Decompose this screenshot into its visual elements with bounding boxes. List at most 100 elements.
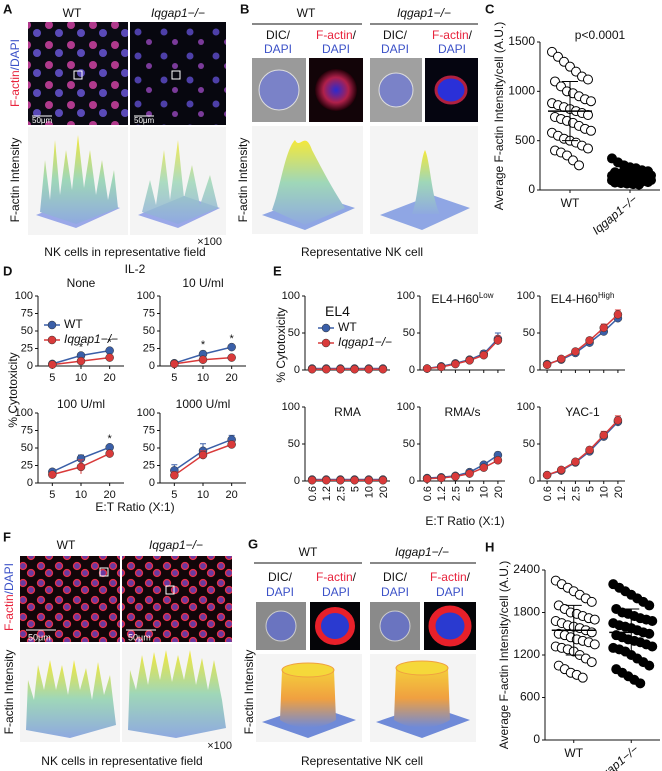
point: [479, 350, 488, 360]
point: [647, 641, 658, 652]
x-tick-label: WT: [564, 746, 583, 760]
surface: [394, 662, 450, 728]
x-tick-label: 20: [613, 486, 625, 498]
y-tick-label: 0: [529, 475, 535, 487]
point: [227, 440, 236, 449]
point: [599, 323, 608, 333]
sd-bar: [623, 608, 640, 657]
point: [599, 430, 608, 440]
panel-label: A: [3, 1, 13, 16]
surface-rim: [395, 660, 449, 676]
x-tick-label: 1.2: [321, 486, 333, 501]
point: [542, 360, 552, 370]
y-tick-label: 50: [143, 325, 155, 337]
stain: DIC/: [383, 570, 408, 584]
x-tick-label: 5: [584, 486, 596, 492]
point: [378, 476, 388, 485]
stain: DAPI: [322, 42, 350, 56]
x-tick-label: 20: [226, 372, 238, 384]
panel-label: C: [485, 1, 495, 16]
x-tick-label: WT: [561, 196, 580, 210]
title: YAC-1: [565, 405, 600, 419]
legend-marker: [47, 335, 57, 345]
x-tick-label: 20: [378, 486, 390, 498]
y-tick-label: 75: [143, 424, 155, 436]
stain: DIC/: [266, 28, 291, 42]
caption: NK cells in representative field: [41, 754, 202, 768]
y-tick-label: 25: [143, 459, 155, 471]
point: [644, 600, 655, 611]
cell: [434, 75, 468, 105]
x-tick-label: 10: [197, 372, 209, 384]
y-tick-label: 1800: [513, 605, 540, 619]
legend-label: Iqgap1−/−: [338, 335, 392, 349]
y-tick-label: 75: [143, 307, 155, 319]
surface: [142, 140, 218, 224]
y-tick-label: 50: [21, 442, 33, 454]
title: 1000 U/ml: [176, 397, 231, 411]
point: [613, 310, 623, 319]
stain-label: F-actin/: [316, 28, 357, 42]
point: [350, 476, 359, 485]
stain-label: F-actin/DAPI: [2, 563, 16, 631]
point: [586, 96, 596, 107]
scale-label: 50μm: [28, 632, 51, 642]
x-tick-label: 5: [464, 486, 476, 492]
point: [574, 160, 584, 171]
point: [437, 362, 446, 372]
x-tick-label: 0.6: [542, 486, 554, 501]
y-tick-label: 600: [520, 690, 540, 704]
header: Iqgap1−/−: [395, 545, 449, 559]
axis-label: F-actin Intensity: [8, 138, 22, 223]
point: [586, 627, 597, 638]
stain: F-actin: [8, 70, 22, 107]
caption: Representative NK cell: [301, 245, 423, 259]
point: [364, 476, 373, 485]
legend-label: Iqgap1−/−: [64, 332, 118, 346]
y-tick-label: 50: [403, 438, 415, 450]
x-tick-label: 5: [49, 489, 55, 501]
x-tick-label: 5: [349, 486, 361, 492]
x-tick-label: 10: [75, 489, 87, 501]
surface: [280, 664, 336, 728]
legend-marker: [321, 323, 331, 333]
stain: DAPI: [8, 39, 22, 67]
x-tick-label: 20: [104, 372, 116, 384]
y-axis-label: Average F-actin Intensity/cell (A.U.): [497, 561, 511, 750]
title: 100 U/ml: [57, 397, 105, 411]
y-tick-label: 75: [21, 424, 33, 436]
x-tick-label: 20: [104, 489, 116, 501]
scale-label: 50μm: [134, 116, 155, 125]
stain: DAPI: [322, 585, 350, 599]
title: 10 U/ml: [182, 276, 223, 290]
point: [451, 359, 460, 369]
point: [48, 470, 57, 479]
stain: F-actin: [432, 28, 469, 42]
point: [48, 360, 57, 369]
x-tick-label: 10: [364, 486, 376, 498]
chart-title: IL-2: [125, 262, 146, 276]
title: RMA: [334, 405, 361, 419]
surface-rim: [281, 662, 335, 678]
y-tick-label: 100: [282, 401, 300, 413]
y-tick-label: 100: [137, 290, 155, 302]
point: [589, 639, 600, 650]
magnification: ×100: [197, 236, 222, 248]
y-tick-label: 0: [409, 475, 415, 487]
micrograph: [28, 22, 128, 125]
stain: /: [469, 28, 473, 42]
cell: [379, 610, 411, 642]
y-tick-label: 100: [137, 407, 155, 419]
chart-title: EL4-H60High: [551, 291, 615, 306]
y-tick-label: 0: [27, 360, 33, 372]
chart-title: RMA: [334, 405, 361, 419]
stain: F-actin: [430, 570, 467, 584]
point: [613, 416, 623, 425]
header: WT: [297, 6, 316, 20]
roi: [165, 585, 175, 595]
point: [583, 143, 593, 154]
point: [437, 473, 446, 483]
y-tick-label: 50: [523, 438, 535, 450]
significance: *: [108, 336, 113, 348]
point: [571, 347, 580, 356]
